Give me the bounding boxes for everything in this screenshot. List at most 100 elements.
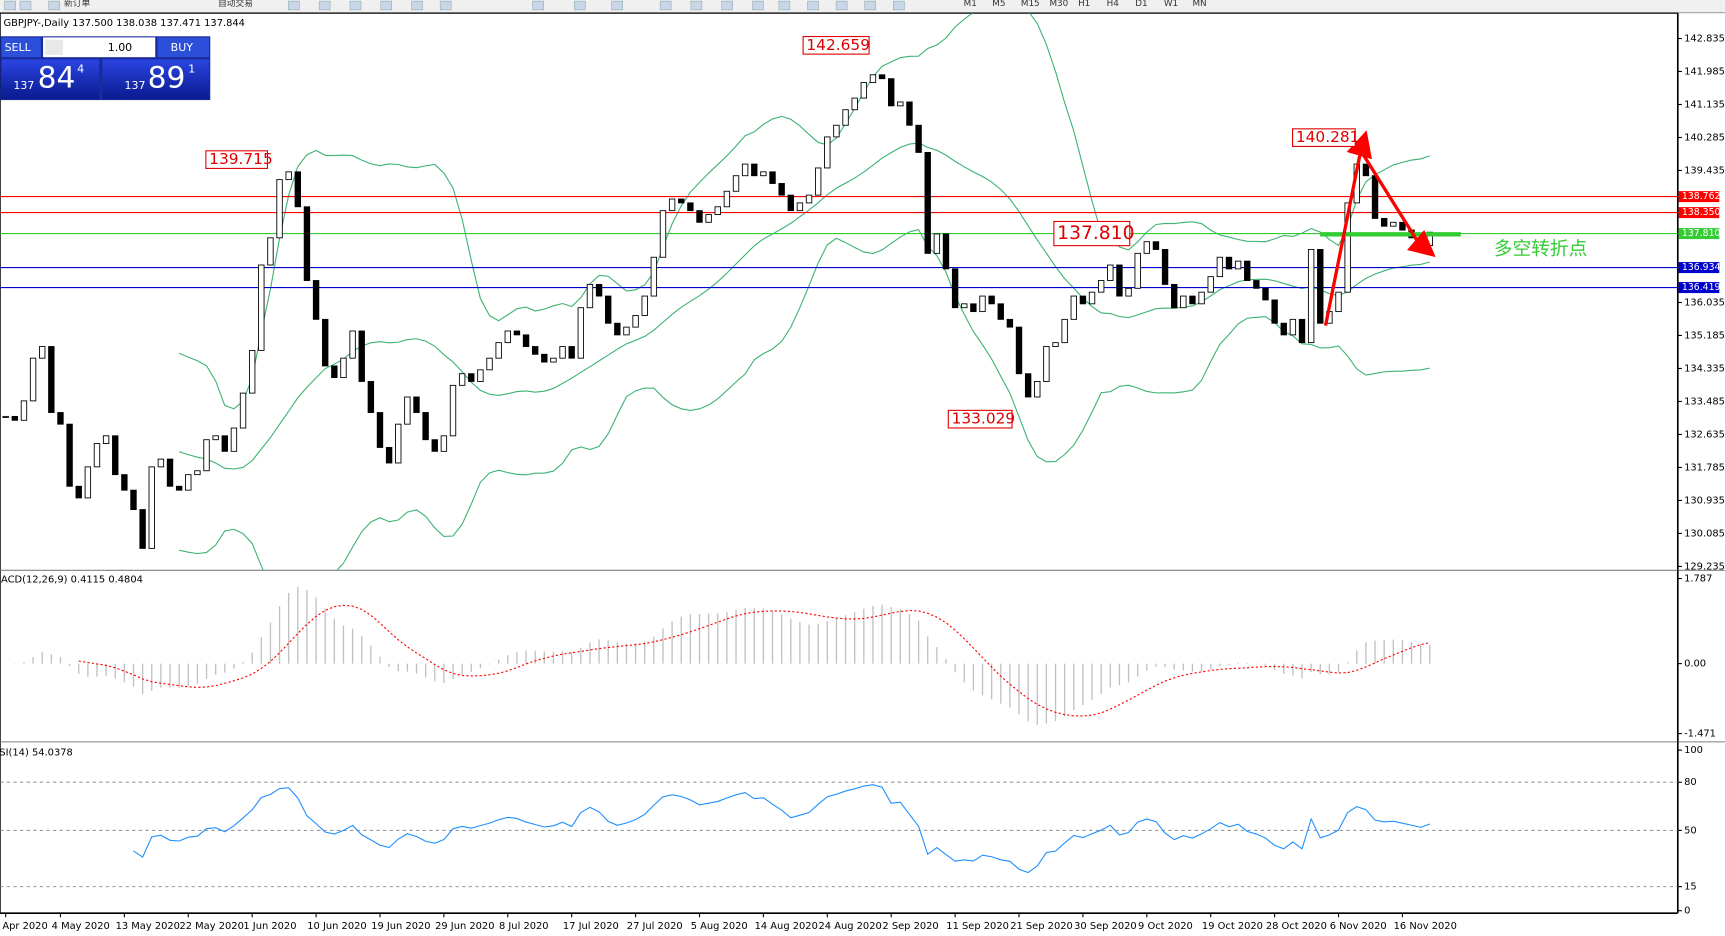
lot-spinner[interactable] [45,39,63,55]
chart-frame [0,12,1679,914]
timeframe-button[interactable]: W1 [1164,0,1178,9]
candle-body [888,78,895,107]
buy-label[interactable]: BUY [171,41,194,54]
candle-body [48,346,55,413]
candle-body [1335,291,1342,313]
candle-body [1298,318,1306,344]
ask-pip: 1 [188,62,195,75]
timeframe-button[interactable]: M1 [964,0,977,9]
x-tick-label: 21 Sep 2020 [1010,921,1073,932]
candle-body [102,435,110,445]
x-tick-label: 29 Jun 2020 [435,921,494,932]
rsi-line [133,784,1431,874]
x-tick-label: 4 May 2020 [52,921,110,932]
new-order-button[interactable]: 新订单 [64,0,91,9]
candle-body [1390,221,1397,227]
price-badge [1678,191,1720,203]
y-tick-label: 132.635 [1684,429,1725,440]
timeframe-button[interactable]: M15 [1021,0,1040,9]
candle-body [486,357,493,371]
candle-body [468,373,475,382]
sell-button[interactable] [1,37,41,58]
candle-body [1344,202,1351,293]
price-annotation-box [1053,220,1131,247]
candle-body [814,167,822,196]
candle-body [577,307,585,359]
candle-body [230,427,238,452]
candle-body [349,330,356,359]
buy-button[interactable] [157,37,210,58]
auto-trading-button[interactable]: 自动交易 [218,0,253,9]
toolbar-icon [690,0,703,11]
one-click-trading-panel: SELL 1.00 BUY 137 84 4 137 89 1 [0,36,211,101]
candle-body [778,183,785,196]
bid-box[interactable] [1,59,100,99]
candle-body [75,485,82,499]
bid-big-figure: 137 [13,79,34,92]
candle-body [285,171,292,181]
price-annotation: 142.659 [806,36,870,54]
candle-body [1317,249,1324,324]
toolbar-icon [288,0,300,11]
y-tick-label: 130.935 [1684,495,1725,506]
sell-label[interactable]: SELL [5,41,32,54]
x-tick-label: 6 Nov 2020 [1330,921,1387,932]
ask-box[interactable] [102,59,210,99]
candle-body [1125,287,1132,297]
candle-body [732,175,740,192]
candle-body [340,357,347,379]
candle-body [1070,295,1077,320]
candle-body [1180,295,1187,309]
candle-body [805,194,813,204]
candle-body [1152,241,1160,250]
lot-input[interactable] [43,37,156,58]
candle-body [39,346,46,359]
y-tick-label: 139.435 [1684,165,1725,176]
price-annotation: 137.810 [1057,223,1134,244]
toolbar [0,0,1725,13]
timeframe-button[interactable]: H4 [1107,0,1120,9]
timeframe-button[interactable]: M5 [992,0,1005,9]
candle-body [212,435,219,441]
timeframe-button[interactable]: MN [1192,0,1206,9]
candle-body [632,315,639,328]
candle-body [458,373,466,386]
candle-body [1362,163,1370,177]
candle-body [258,264,265,351]
x-tick-label: 16 Nov 2020 [1394,921,1457,932]
lot-value[interactable]: 1.00 [108,41,132,54]
candle-body [878,74,886,80]
candle-body [1134,252,1141,289]
candle-body [303,206,311,281]
candle-body [1271,299,1278,324]
timeframe-button[interactable]: M30 [1049,0,1068,9]
candle-body [1052,342,1059,347]
candle-body [568,346,575,359]
price-badge-label: 136.419 [1682,282,1721,293]
candle-body [1216,256,1224,278]
toolbar-icon [752,0,764,11]
candle-body [687,202,694,212]
toolbar-icon [835,0,848,11]
x-tick-label: 14 Aug 2020 [755,921,818,932]
x-tick-label: 24 Aug 2020 [819,921,882,932]
candle-body [358,330,365,382]
x-tick-label: 9 Oct 2020 [1138,921,1193,932]
timeframe-button[interactable]: H1 [1078,0,1090,9]
toolbar-icons [4,0,905,11]
candle-body [824,136,831,169]
bollinger-band [179,228,1430,570]
candle-body [57,412,64,425]
candle-body [705,214,712,223]
timeframe-button[interactable]: D1 [1135,0,1147,9]
candle-body [979,295,986,313]
toolbar-icon [721,0,733,11]
x-tick-label: 13 May 2020 [116,921,180,932]
y-tick-label: 131.785 [1684,462,1725,473]
candle-body [787,194,794,212]
price-annotation-box [205,150,269,169]
x-tick-label: 19 Oct 2020 [1202,921,1263,932]
candle-body [331,365,338,379]
y-tick-label: 141.985 [1684,66,1725,77]
candle-body [11,415,19,421]
